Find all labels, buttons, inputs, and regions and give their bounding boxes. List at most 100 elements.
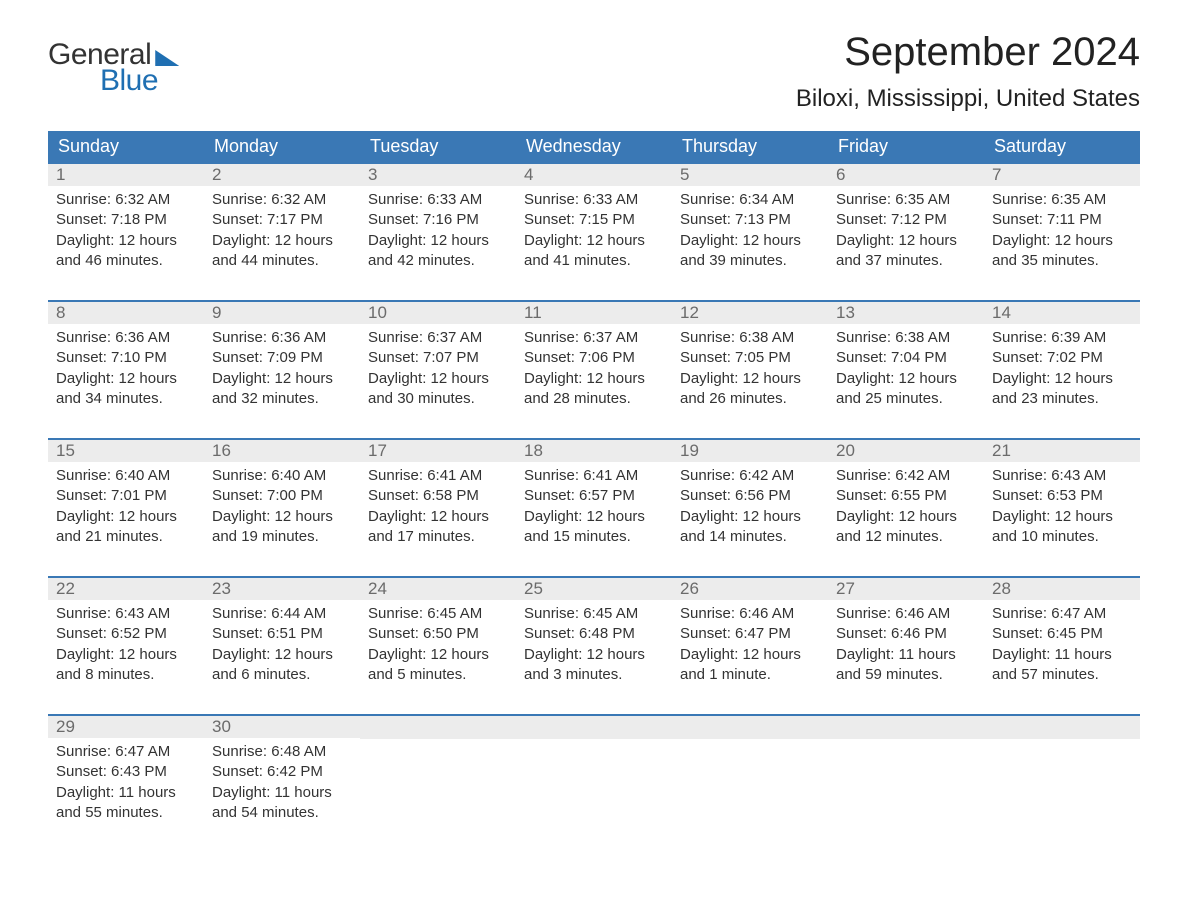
daylight-line: and 21 minutes. — [56, 527, 196, 547]
day-content: Sunrise: 6:36 AMSunset: 7:09 PMDaylight:… — [204, 324, 360, 409]
day-cell: 14Sunrise: 6:39 AMSunset: 7:02 PMDayligh… — [984, 302, 1140, 420]
daylight-line: Daylight: 12 hours — [836, 507, 976, 527]
sunrise-line: Sunrise: 6:38 AM — [836, 328, 976, 348]
daylight-line: Daylight: 12 hours — [56, 369, 196, 389]
day-number — [516, 716, 672, 739]
sunrise-line: Sunrise: 6:33 AM — [524, 190, 664, 210]
day-header-saturday: Saturday — [984, 131, 1140, 162]
day-cell: 1Sunrise: 6:32 AMSunset: 7:18 PMDaylight… — [48, 164, 204, 282]
sunset-line: Sunset: 7:02 PM — [992, 348, 1132, 368]
day-cell: 19Sunrise: 6:42 AMSunset: 6:56 PMDayligh… — [672, 440, 828, 558]
sunset-line: Sunset: 7:06 PM — [524, 348, 664, 368]
day-number: 21 — [984, 440, 1140, 462]
sunset-line: Sunset: 7:01 PM — [56, 486, 196, 506]
day-number: 17 — [360, 440, 516, 462]
sunrise-line: Sunrise: 6:34 AM — [680, 190, 820, 210]
daylight-line: Daylight: 12 hours — [368, 369, 508, 389]
day-cell: 28Sunrise: 6:47 AMSunset: 6:45 PMDayligh… — [984, 578, 1140, 696]
day-cell: 10Sunrise: 6:37 AMSunset: 7:07 PMDayligh… — [360, 302, 516, 420]
daylight-line: Daylight: 12 hours — [212, 507, 352, 527]
daylight-line: Daylight: 12 hours — [56, 507, 196, 527]
sunrise-line: Sunrise: 6:43 AM — [992, 466, 1132, 486]
day-content: Sunrise: 6:34 AMSunset: 7:13 PMDaylight:… — [672, 186, 828, 271]
sunrise-line: Sunrise: 6:40 AM — [56, 466, 196, 486]
brand-triangle-icon — [155, 50, 179, 66]
day-content: Sunrise: 6:39 AMSunset: 7:02 PMDaylight:… — [984, 324, 1140, 409]
daylight-line: and 3 minutes. — [524, 665, 664, 685]
day-cell: 2Sunrise: 6:32 AMSunset: 7:17 PMDaylight… — [204, 164, 360, 282]
day-number: 8 — [48, 302, 204, 324]
week-row: 15Sunrise: 6:40 AMSunset: 7:01 PMDayligh… — [48, 438, 1140, 558]
sunrise-line: Sunrise: 6:35 AM — [992, 190, 1132, 210]
sunset-line: Sunset: 7:12 PM — [836, 210, 976, 230]
daylight-line: Daylight: 12 hours — [212, 231, 352, 251]
daylight-line: and 54 minutes. — [212, 803, 352, 823]
day-number: 15 — [48, 440, 204, 462]
sunset-line: Sunset: 6:45 PM — [992, 624, 1132, 644]
day-content: Sunrise: 6:41 AMSunset: 6:58 PMDaylight:… — [360, 462, 516, 547]
day-number: 22 — [48, 578, 204, 600]
sunrise-line: Sunrise: 6:32 AM — [56, 190, 196, 210]
brand-logo: General Blue — [48, 30, 179, 98]
day-cell — [672, 716, 828, 834]
daylight-line: Daylight: 12 hours — [56, 645, 196, 665]
day-cell — [984, 716, 1140, 834]
day-number: 5 — [672, 164, 828, 186]
day-header-wednesday: Wednesday — [516, 131, 672, 162]
day-number: 7 — [984, 164, 1140, 186]
brand-word2: Blue — [100, 64, 158, 98]
sunrise-line: Sunrise: 6:42 AM — [680, 466, 820, 486]
day-number: 12 — [672, 302, 828, 324]
daylight-line: and 37 minutes. — [836, 251, 976, 271]
sunrise-line: Sunrise: 6:44 AM — [212, 604, 352, 624]
day-content: Sunrise: 6:42 AMSunset: 6:55 PMDaylight:… — [828, 462, 984, 547]
daylight-line: and 42 minutes. — [368, 251, 508, 271]
daylight-line: and 55 minutes. — [56, 803, 196, 823]
daylight-line: Daylight: 12 hours — [680, 507, 820, 527]
day-content: Sunrise: 6:47 AMSunset: 6:43 PMDaylight:… — [48, 738, 204, 823]
daylight-line: Daylight: 11 hours — [836, 645, 976, 665]
day-number: 13 — [828, 302, 984, 324]
daylight-line: Daylight: 12 hours — [524, 645, 664, 665]
day-content: Sunrise: 6:48 AMSunset: 6:42 PMDaylight:… — [204, 738, 360, 823]
day-number — [828, 716, 984, 739]
daylight-line: and 28 minutes. — [524, 389, 664, 409]
daylight-line: and 19 minutes. — [212, 527, 352, 547]
sunset-line: Sunset: 6:55 PM — [836, 486, 976, 506]
day-number: 11 — [516, 302, 672, 324]
month-title: September 2024 — [796, 30, 1140, 75]
sunrise-line: Sunrise: 6:32 AM — [212, 190, 352, 210]
daylight-line: Daylight: 12 hours — [212, 645, 352, 665]
day-cell: 26Sunrise: 6:46 AMSunset: 6:47 PMDayligh… — [672, 578, 828, 696]
daylight-line: and 17 minutes. — [368, 527, 508, 547]
daylight-line: and 5 minutes. — [368, 665, 508, 685]
day-cell: 15Sunrise: 6:40 AMSunset: 7:01 PMDayligh… — [48, 440, 204, 558]
day-content: Sunrise: 6:47 AMSunset: 6:45 PMDaylight:… — [984, 600, 1140, 685]
day-number: 16 — [204, 440, 360, 462]
sunset-line: Sunset: 7:09 PM — [212, 348, 352, 368]
day-content: Sunrise: 6:40 AMSunset: 7:01 PMDaylight:… — [48, 462, 204, 547]
day-number: 23 — [204, 578, 360, 600]
day-cell: 3Sunrise: 6:33 AMSunset: 7:16 PMDaylight… — [360, 164, 516, 282]
daylight-line: Daylight: 12 hours — [368, 507, 508, 527]
daylight-line: Daylight: 12 hours — [680, 231, 820, 251]
sunset-line: Sunset: 7:16 PM — [368, 210, 508, 230]
day-content: Sunrise: 6:38 AMSunset: 7:04 PMDaylight:… — [828, 324, 984, 409]
sunrise-line: Sunrise: 6:47 AM — [56, 742, 196, 762]
daylight-line: and 35 minutes. — [992, 251, 1132, 271]
sunset-line: Sunset: 7:10 PM — [56, 348, 196, 368]
daylight-line: Daylight: 11 hours — [212, 783, 352, 803]
daylight-line: Daylight: 12 hours — [368, 645, 508, 665]
day-content: Sunrise: 6:33 AMSunset: 7:15 PMDaylight:… — [516, 186, 672, 271]
daylight-line: Daylight: 12 hours — [836, 369, 976, 389]
day-content: Sunrise: 6:37 AMSunset: 7:06 PMDaylight:… — [516, 324, 672, 409]
daylight-line: and 32 minutes. — [212, 389, 352, 409]
day-number: 1 — [48, 164, 204, 186]
daylight-line: and 34 minutes. — [56, 389, 196, 409]
sunrise-line: Sunrise: 6:41 AM — [368, 466, 508, 486]
day-number: 9 — [204, 302, 360, 324]
day-content: Sunrise: 6:46 AMSunset: 6:47 PMDaylight:… — [672, 600, 828, 685]
daylight-line: and 41 minutes. — [524, 251, 664, 271]
day-cell — [516, 716, 672, 834]
day-cell: 13Sunrise: 6:38 AMSunset: 7:04 PMDayligh… — [828, 302, 984, 420]
